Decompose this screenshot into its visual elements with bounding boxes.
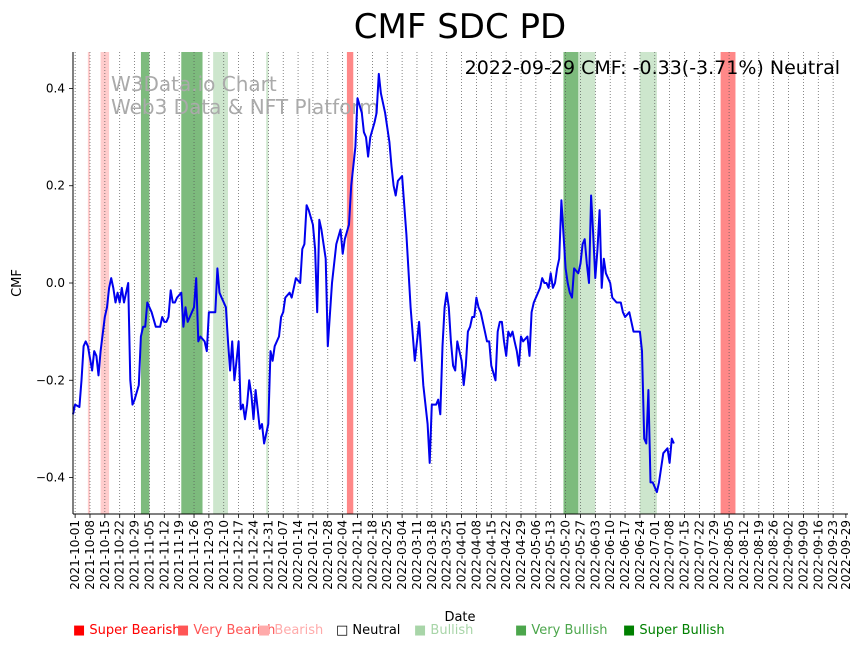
legend-item-bearish: ■ Bearish xyxy=(258,623,323,638)
x-tick-label: 2022-04-01 xyxy=(455,520,469,590)
x-tick-label: 2022-03-11 xyxy=(410,520,424,590)
x-tick-label: 2022-02-04 xyxy=(336,520,350,590)
x-tick-label: 2022-07-29 xyxy=(707,520,721,590)
legend-item-neutral: □ Neutral xyxy=(336,623,400,638)
x-tick-label: 2021-12-24 xyxy=(246,520,260,590)
x-tick-label: 2021-12-03 xyxy=(202,520,216,590)
x-tick-label: 2022-05-06 xyxy=(529,520,543,590)
x-tick-label: 2022-03-25 xyxy=(440,520,454,590)
x-tick-label: 2021-10-15 xyxy=(98,520,112,590)
shaded-region-bullish xyxy=(266,52,269,514)
x-tick-label: 2022-05-27 xyxy=(573,520,587,590)
y-tick-label: −0.2 xyxy=(36,373,65,387)
x-tick-label: 2022-05-13 xyxy=(544,520,558,590)
x-tick-label: 2022-04-22 xyxy=(499,520,513,590)
x-tick-label: 2021-10-29 xyxy=(128,520,142,590)
x-tick-label: 2022-09-23 xyxy=(826,520,840,590)
legend-item-bullish: ■ Bullish xyxy=(414,623,473,638)
x-tick-label: 2022-09-02 xyxy=(782,520,796,590)
x-tick-label: 2022-02-11 xyxy=(351,520,365,590)
legend: ■ Super Bearish■ Very Bearish■ Bearish □ … xyxy=(73,623,725,638)
x-tick-label: 2021-11-26 xyxy=(187,520,201,590)
x-axis-label: Date xyxy=(444,610,475,625)
legend-item-super-bullish: ■ Super Bullish xyxy=(623,623,725,638)
x-tick-label: 2022-07-08 xyxy=(663,520,677,590)
x-tick-label: 2022-01-07 xyxy=(276,520,290,590)
x-tick-label: 2022-06-24 xyxy=(633,520,647,590)
x-tick-label: 2022-01-14 xyxy=(291,520,305,590)
shaded-region-bearish xyxy=(87,52,90,514)
x-tick-label: 2022-03-18 xyxy=(425,520,439,590)
y-tick-label: 0.0 xyxy=(46,276,65,290)
shaded-region-very-bullish xyxy=(563,52,579,514)
x-tick-label: 2022-08-05 xyxy=(722,520,736,590)
y-axis-label: CMF xyxy=(10,269,25,297)
x-tick-label: 2021-12-31 xyxy=(261,520,275,590)
x-tick-label: 2022-09-16 xyxy=(811,520,825,590)
x-tick-label: 2022-06-10 xyxy=(603,520,617,590)
shaded-region-bullish xyxy=(213,52,228,514)
shaded-region-very-bearish xyxy=(346,52,354,514)
x-tick-label: 2022-08-12 xyxy=(737,520,751,590)
x-tick-label: 2022-07-22 xyxy=(692,520,706,590)
x-tick-label: 2022-05-20 xyxy=(559,520,573,590)
x-tick-label: 2022-07-01 xyxy=(648,520,662,590)
status-annotation: 2022-09-29 CMF: -0.33(-3.71%) Neutral xyxy=(465,57,840,79)
x-tick-label: 2022-09-29 xyxy=(839,520,853,590)
legend-item-very-bullish: ■ Very Bullish xyxy=(515,623,607,638)
x-tick-label: 2022-06-03 xyxy=(588,520,602,590)
y-tick-label: 0.2 xyxy=(46,179,65,193)
x-tick-label: 2021-10-08 xyxy=(83,520,97,590)
x-tick-label: 2022-06-17 xyxy=(618,520,632,590)
x-tick-label: 2022-04-15 xyxy=(484,520,498,590)
watermark-text: W3Data.io Chart xyxy=(111,72,277,96)
y-tick-label: −0.4 xyxy=(36,471,65,485)
y-tick-label: 0.4 xyxy=(46,81,65,95)
x-tick-label: 2021-12-17 xyxy=(232,520,246,590)
shaded-region-very-bullish xyxy=(181,52,203,514)
line-layer xyxy=(72,72,675,494)
x-tick-label: 2022-04-29 xyxy=(514,520,528,590)
x-tick-label: 2022-03-04 xyxy=(395,520,409,590)
x-tick-label: 2021-11-19 xyxy=(172,520,186,590)
x-tick-label: 2022-01-28 xyxy=(321,520,335,590)
legend-item-super-bearish: ■ Super Bearish xyxy=(73,623,181,638)
shaded-region-very-bullish xyxy=(140,52,150,514)
shaded-region-very-bearish xyxy=(720,52,736,514)
x-tick-label: 2022-08-19 xyxy=(752,520,766,590)
gridlines xyxy=(74,52,834,514)
shaded-regions xyxy=(87,52,736,514)
x-tick-label: 2021-10-01 xyxy=(68,520,82,590)
x-tick-label: 2021-11-05 xyxy=(142,520,156,590)
x-tick-label: 2021-10-22 xyxy=(113,520,127,590)
x-tick-label: 2022-09-09 xyxy=(796,520,810,590)
x-tick-label: 2022-02-18 xyxy=(365,520,379,590)
legend-item-very-bearish: ■ Very Bearish xyxy=(177,623,275,638)
shaded-region-bullish xyxy=(639,52,657,514)
x-tick-label: 2022-04-08 xyxy=(469,520,483,590)
axes: 2021-10-01 2021-10-08 2021-10-15 2021-10-22… xyxy=(36,52,853,590)
x-tick-label: 2021-12-10 xyxy=(217,520,231,590)
cmf-line xyxy=(72,72,675,494)
x-tick-label: 2022-02-25 xyxy=(380,520,394,590)
x-tick-label: 2021-11-12 xyxy=(157,520,171,590)
x-tick-label: 2022-08-26 xyxy=(767,520,781,590)
x-tick-label: 2022-07-15 xyxy=(678,520,692,590)
chart-texts: CMF SDC PD 2022-09-29 CMF: -0.33(-3.71%) … xyxy=(10,7,840,625)
shaded-region-bullish xyxy=(578,52,596,514)
chart-title: CMF SDC PD xyxy=(354,7,566,47)
x-tick-label: 2022-01-21 xyxy=(306,520,320,590)
watermark-text: Web3 Data & NFT Platform xyxy=(111,95,379,119)
